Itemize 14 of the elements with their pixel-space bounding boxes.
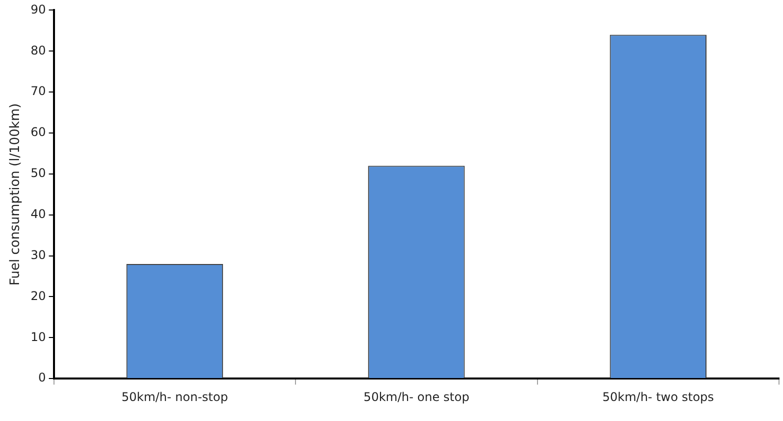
y-tick-label: 90: [30, 2, 46, 16]
x-tick-label: 50km/h- one stop: [364, 390, 470, 404]
y-tick-label: 80: [30, 43, 46, 58]
x-tick-label: 50km/h- non-stop: [121, 390, 228, 404]
y-axis-title: Fuel consumption (l/100km): [8, 103, 24, 286]
y-tick-label: 40: [30, 206, 46, 221]
y-tick-label: 30: [30, 248, 46, 262]
y-tick-label: 10: [30, 330, 46, 344]
y-tick-label: 0: [38, 370, 46, 385]
y-tick-label: 50: [30, 166, 46, 180]
y-tick-label: 70: [30, 84, 46, 98]
y-tick-label: 20: [30, 288, 46, 303]
x-tick-label: 50km/h- two stops: [602, 390, 714, 404]
y-tick-label: 60: [30, 125, 46, 140]
